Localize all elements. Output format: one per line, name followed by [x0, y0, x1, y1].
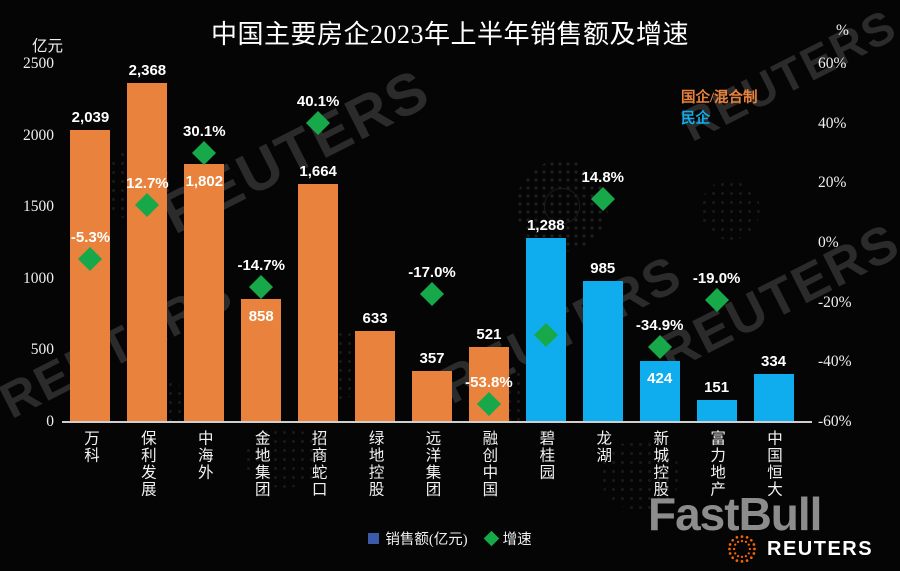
- legend-sales-swatch-icon: [368, 533, 380, 544]
- growth-marker-diamond-icon[interactable]: [590, 186, 615, 211]
- legend-sales-label: 销售额(亿元): [385, 532, 468, 548]
- x-axis-category-label: 新城控股: [651, 430, 669, 498]
- growth-marker-diamond-icon[interactable]: [419, 281, 445, 306]
- legend-growth-diamond-icon: [483, 530, 499, 547]
- growth-value-label: 40.1%: [296, 93, 340, 111]
- bar-value-label: 424: [647, 370, 673, 388]
- x-axis-category-label: 融创中国: [480, 430, 498, 498]
- left-axis-tick: 500: [30, 341, 54, 359]
- growth-value-label: -19.0%: [692, 269, 741, 287]
- legend-private-label: 民企: [681, 111, 710, 128]
- right-axis-tick: -60%: [818, 413, 852, 430]
- right-axis-tick: -40%: [818, 353, 852, 371]
- left-axis-tick: 1000: [23, 269, 54, 287]
- bar[interactable]: [355, 331, 396, 422]
- bar[interactable]: [582, 280, 623, 422]
- x-axis-category-label: 绿地控股: [366, 430, 384, 498]
- bar[interactable]: [412, 370, 452, 422]
- growth-marker-diamond-icon[interactable]: [704, 287, 729, 312]
- bar-slot: 334: [753, 64, 794, 422]
- bar-slot: 985 14.8%: [581, 64, 625, 422]
- growth-value-label: 30.1%: [183, 123, 226, 141]
- growth-value-label: -5.3%: [70, 228, 111, 246]
- bar[interactable]: [70, 130, 111, 422]
- chart-title: 中国主要房企2023年上半年销售额及增速: [210, 20, 689, 49]
- bar-value-label: 334: [761, 353, 787, 371]
- bar-value-label: 2,368: [128, 61, 167, 79]
- bar-value-label: 1,664: [299, 162, 337, 180]
- bar-slot: 858 -14.7%: [237, 64, 285, 422]
- bar-slot: 1,664 40.1%: [296, 64, 340, 422]
- left-axis-unit-label: 亿元: [32, 38, 64, 55]
- bar-value-label: 151: [704, 379, 730, 397]
- x-axis-baseline: [62, 421, 812, 423]
- bar-value-label: 521: [476, 326, 502, 344]
- x-axis-category-label: 万科: [81, 430, 99, 464]
- legend-growth-label: 增速: [502, 532, 532, 548]
- bar-slot: 424 -34.9%: [636, 64, 683, 422]
- bar-value-label: 357: [419, 349, 445, 367]
- growth-marker-diamond-icon[interactable]: [192, 141, 217, 166]
- growth-value-label: -14.7%: [237, 256, 285, 274]
- left-axis-tick: 0: [46, 413, 54, 430]
- bar[interactable]: [127, 82, 168, 422]
- x-axis-category-label: 远洋集团: [423, 430, 441, 498]
- bar-value-label: 2,039: [71, 109, 110, 127]
- legend-item-growth: 增速: [483, 528, 532, 549]
- growth-value-label: -53.8%: [465, 373, 513, 391]
- bar[interactable]: [639, 361, 680, 422]
- reuters-dot-mark-icon: [727, 534, 757, 564]
- legend-state-owned-label: 国企/混合制: [681, 90, 758, 106]
- bar[interactable]: [184, 163, 225, 422]
- bar[interactable]: [696, 400, 737, 422]
- growth-value-label: 12.7%: [126, 175, 169, 193]
- right-axis-tick: 40%: [818, 114, 847, 132]
- growth-value-label: -17.0%: [408, 263, 456, 281]
- bar[interactable]: [298, 183, 339, 422]
- growth-marker-diamond-icon[interactable]: [647, 335, 672, 360]
- left-axis-tick: 2000: [23, 126, 54, 144]
- bottom-legend: 销售额(亿元) 增速: [0, 528, 900, 549]
- bar-value-label: 985: [590, 259, 616, 277]
- bar[interactable]: [241, 299, 282, 422]
- x-axis-category-label: 保利发展: [138, 430, 156, 498]
- bar-value-label: 633: [362, 310, 388, 328]
- x-axis-category-label: 中国恒大: [765, 430, 783, 498]
- bar-slot: 357 -17.0%: [408, 64, 456, 422]
- x-axis-category-label: 招商蛇口: [309, 430, 327, 498]
- growth-value-label: 14.8%: [581, 168, 625, 186]
- x-axis-category-label: 碧桂园: [537, 430, 555, 481]
- growth-value-label: -34.9%: [635, 317, 684, 335]
- left-axis-tick: 2500: [23, 55, 54, 72]
- bar-slot: 633: [355, 64, 396, 422]
- right-axis-tick: 20%: [818, 174, 847, 192]
- left-axis-tick: 1500: [23, 198, 54, 216]
- series-type-legend: 国企/混合制 民企: [681, 88, 758, 130]
- right-axis-unit-label: %: [836, 22, 849, 39]
- bar-slot: 521 -53.8%: [465, 64, 513, 422]
- bar-slot: 151 -19.0%: [693, 64, 740, 422]
- x-axis-category-label: 金地集团: [252, 430, 270, 498]
- bar-value-label: 1,802: [185, 172, 224, 190]
- right-axis-tick: 60%: [818, 55, 847, 72]
- left-y-axis: 0 500 1000 1500 2000 2500: [0, 0, 54, 571]
- bar-slot: 2,039 -5.3%: [70, 64, 111, 422]
- right-axis-tick: 0%: [818, 234, 839, 251]
- bar-slot: 1,802 30.1%: [183, 64, 226, 422]
- reuters-logo: REUTERS: [727, 534, 873, 564]
- growth-marker-diamond-icon[interactable]: [306, 111, 331, 136]
- x-axis-category-label: 龙湖: [594, 430, 612, 464]
- growth-marker-diamond-icon[interactable]: [249, 274, 274, 299]
- x-axis-category-label: 中海外: [195, 430, 213, 481]
- reuters-wordmark: REUTERS: [767, 537, 874, 560]
- bar-value-label: 1,288: [527, 216, 565, 234]
- x-axis-category-label: 富力地产: [708, 430, 726, 498]
- legend-item-sales: 销售额(亿元): [368, 528, 468, 549]
- bar-value-label: 858: [248, 308, 274, 326]
- bar-slot: 2,368 12.7%: [126, 61, 169, 422]
- bar-slot: 1,288: [525, 64, 566, 422]
- bar[interactable]: [753, 374, 794, 422]
- right-axis-tick: -20%: [818, 293, 852, 311]
- right-y-axis: -60% -40% -20% 0% 20% 40% 60%: [812, 0, 900, 571]
